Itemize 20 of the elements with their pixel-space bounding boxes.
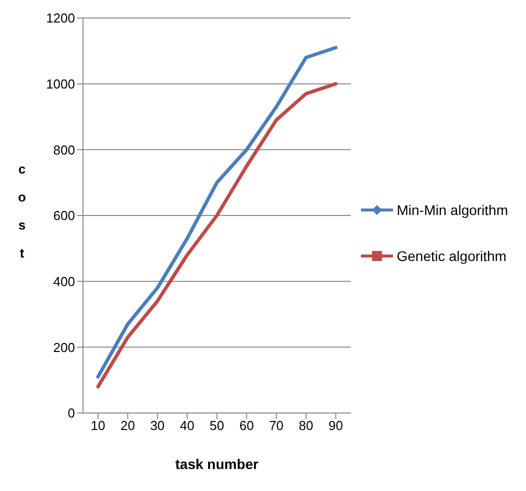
y-tick-label: 600 [53, 208, 75, 224]
x-axis-title: task number [175, 456, 260, 472]
x-tick-label: 90 [328, 418, 343, 434]
x-tick-label: 40 [180, 418, 194, 434]
x-tick-label: 10 [90, 418, 106, 434]
y-axis-title: cost [18, 162, 26, 260]
y-tick-label: 1000 [46, 76, 75, 92]
y-tick-label: 0 [68, 406, 75, 421]
y-tick-label: 200 [53, 340, 75, 355]
legend-label: Genetic algorithm [396, 246, 506, 266]
y-tick-label: 400 [53, 274, 75, 289]
x-tick-label: 50 [210, 418, 224, 434]
legend-label: Min-Min algorithm [396, 200, 508, 220]
x-tick-label: 70 [269, 418, 284, 434]
y-tick-label: 800 [53, 142, 75, 158]
x-tick-label: 60 [239, 418, 254, 434]
y-tick-label: 1200 [46, 10, 75, 26]
x-tick-label: 30 [150, 418, 165, 434]
x-tick-label: 20 [120, 418, 135, 434]
x-tick-label: 80 [298, 418, 314, 434]
